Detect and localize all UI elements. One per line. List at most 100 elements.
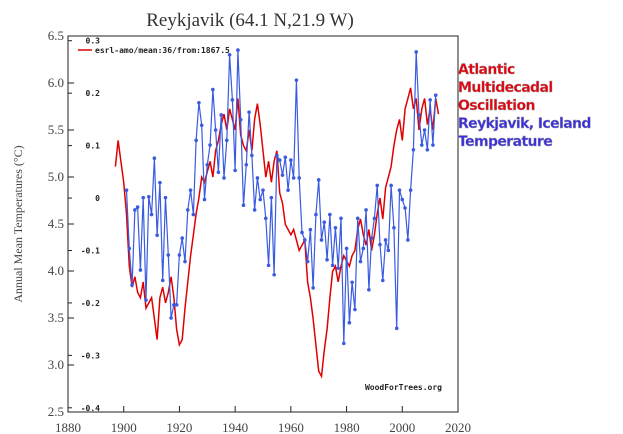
- data-point: [174, 303, 179, 307]
- data-point: [389, 183, 393, 188]
- data-point: [400, 197, 405, 202]
- annotation: Reykjavik, Iceland: [458, 116, 591, 132]
- data-point: [308, 227, 313, 232]
- data-point: [166, 253, 171, 257]
- data-point: [163, 195, 168, 200]
- data-point: [269, 195, 274, 200]
- data-point: [367, 288, 371, 292]
- credit: WoodForTrees.org: [365, 383, 442, 392]
- data-point: [414, 50, 419, 54]
- data-point: [319, 238, 324, 242]
- data-point: [258, 197, 263, 202]
- data-point: [188, 188, 193, 192]
- y2-tick-label: -0.4: [81, 404, 100, 413]
- data-point: [428, 98, 432, 102]
- data-point: [158, 180, 162, 185]
- x-tick-label: 1920: [166, 420, 192, 434]
- chart-title: Reykjavik (64.1 N,21.9 W): [146, 10, 354, 31]
- data-point: [146, 194, 151, 199]
- data-point: [422, 128, 427, 132]
- data-point: [266, 263, 271, 268]
- data-point: [213, 128, 218, 132]
- y2-tick-label: -0.2: [81, 299, 100, 308]
- x-tick-label: 2000: [389, 420, 415, 434]
- data-point: [219, 113, 224, 117]
- series-line: [125, 50, 437, 344]
- data-point: [355, 216, 360, 221]
- data-point: [330, 263, 335, 268]
- data-point: [272, 272, 276, 277]
- annotation: Temperature: [458, 134, 552, 150]
- data-point: [216, 170, 221, 175]
- data-point: [372, 216, 377, 221]
- y-tick-label: 3.5: [48, 310, 64, 325]
- y-tick-label: 2.5: [48, 404, 64, 419]
- data-point: [211, 87, 215, 92]
- data-point: [205, 162, 210, 167]
- y2-tick-label: 0.1: [86, 142, 101, 151]
- data-point: [133, 208, 137, 212]
- data-point: [230, 98, 235, 102]
- y-tick-label: 3.0: [48, 357, 64, 372]
- x-tick-label: 1880: [55, 420, 81, 434]
- y2-tick-label: 0.2: [86, 89, 101, 98]
- data-point: [302, 238, 307, 242]
- data-point: [261, 188, 265, 192]
- data-point: [172, 303, 176, 307]
- data-point: [289, 158, 293, 162]
- data-point: [286, 188, 290, 192]
- data-point: [328, 212, 332, 217]
- data-point: [297, 176, 302, 180]
- data-point: [244, 162, 249, 167]
- data-point: [294, 78, 299, 82]
- data-point: [378, 242, 382, 247]
- data-point: [263, 216, 268, 221]
- data-point: [227, 53, 232, 57]
- data-point: [197, 100, 201, 105]
- data-point: [135, 205, 140, 209]
- data-point: [247, 110, 251, 114]
- data-point: [347, 320, 352, 325]
- y-tick-label: 4.0: [48, 263, 64, 278]
- data-point: [333, 225, 338, 230]
- data-point: [291, 176, 296, 180]
- data-point: [141, 195, 146, 200]
- data-point: [180, 236, 185, 240]
- y2-tick-label: -0.1: [81, 246, 100, 255]
- data-point: [233, 168, 237, 173]
- data-point: [316, 178, 321, 182]
- data-point: [341, 341, 346, 346]
- data-point: [152, 156, 157, 160]
- annotation: Atlantic: [458, 62, 515, 78]
- y2-tick-label: 0: [95, 194, 100, 203]
- data-point: [300, 230, 304, 235]
- data-point: [408, 188, 413, 192]
- data-point: [199, 123, 204, 128]
- x-tick-label: 1960: [278, 420, 304, 434]
- annotation: Multidecadal: [458, 80, 553, 96]
- data-point: [433, 93, 438, 98]
- data-point: [208, 143, 212, 147]
- data-point: [255, 176, 260, 180]
- data-point: [144, 298, 148, 302]
- data-point: [344, 246, 349, 251]
- data-point: [222, 176, 226, 180]
- y-axis-label: Annual Mean Temperatures (°C): [11, 145, 25, 302]
- y-tick-label: 6.5: [48, 28, 64, 43]
- data-point: [325, 257, 329, 262]
- data-point: [394, 326, 399, 331]
- data-point: [191, 212, 196, 217]
- data-point: [425, 147, 430, 152]
- data-point: [431, 143, 435, 147]
- data-point: [160, 278, 165, 283]
- x-tick-label: 1980: [334, 420, 360, 434]
- data-point: [202, 197, 207, 202]
- y2-tick-label: -0.3: [81, 351, 100, 360]
- y2-tick-label: 0.3: [86, 37, 101, 46]
- data-point: [369, 236, 374, 240]
- x-tick-label: 2020: [445, 420, 471, 434]
- annotation: Oscillation: [458, 98, 535, 114]
- x-tick-label: 1900: [111, 420, 137, 434]
- data-point: [336, 266, 341, 270]
- data-point: [397, 188, 402, 192]
